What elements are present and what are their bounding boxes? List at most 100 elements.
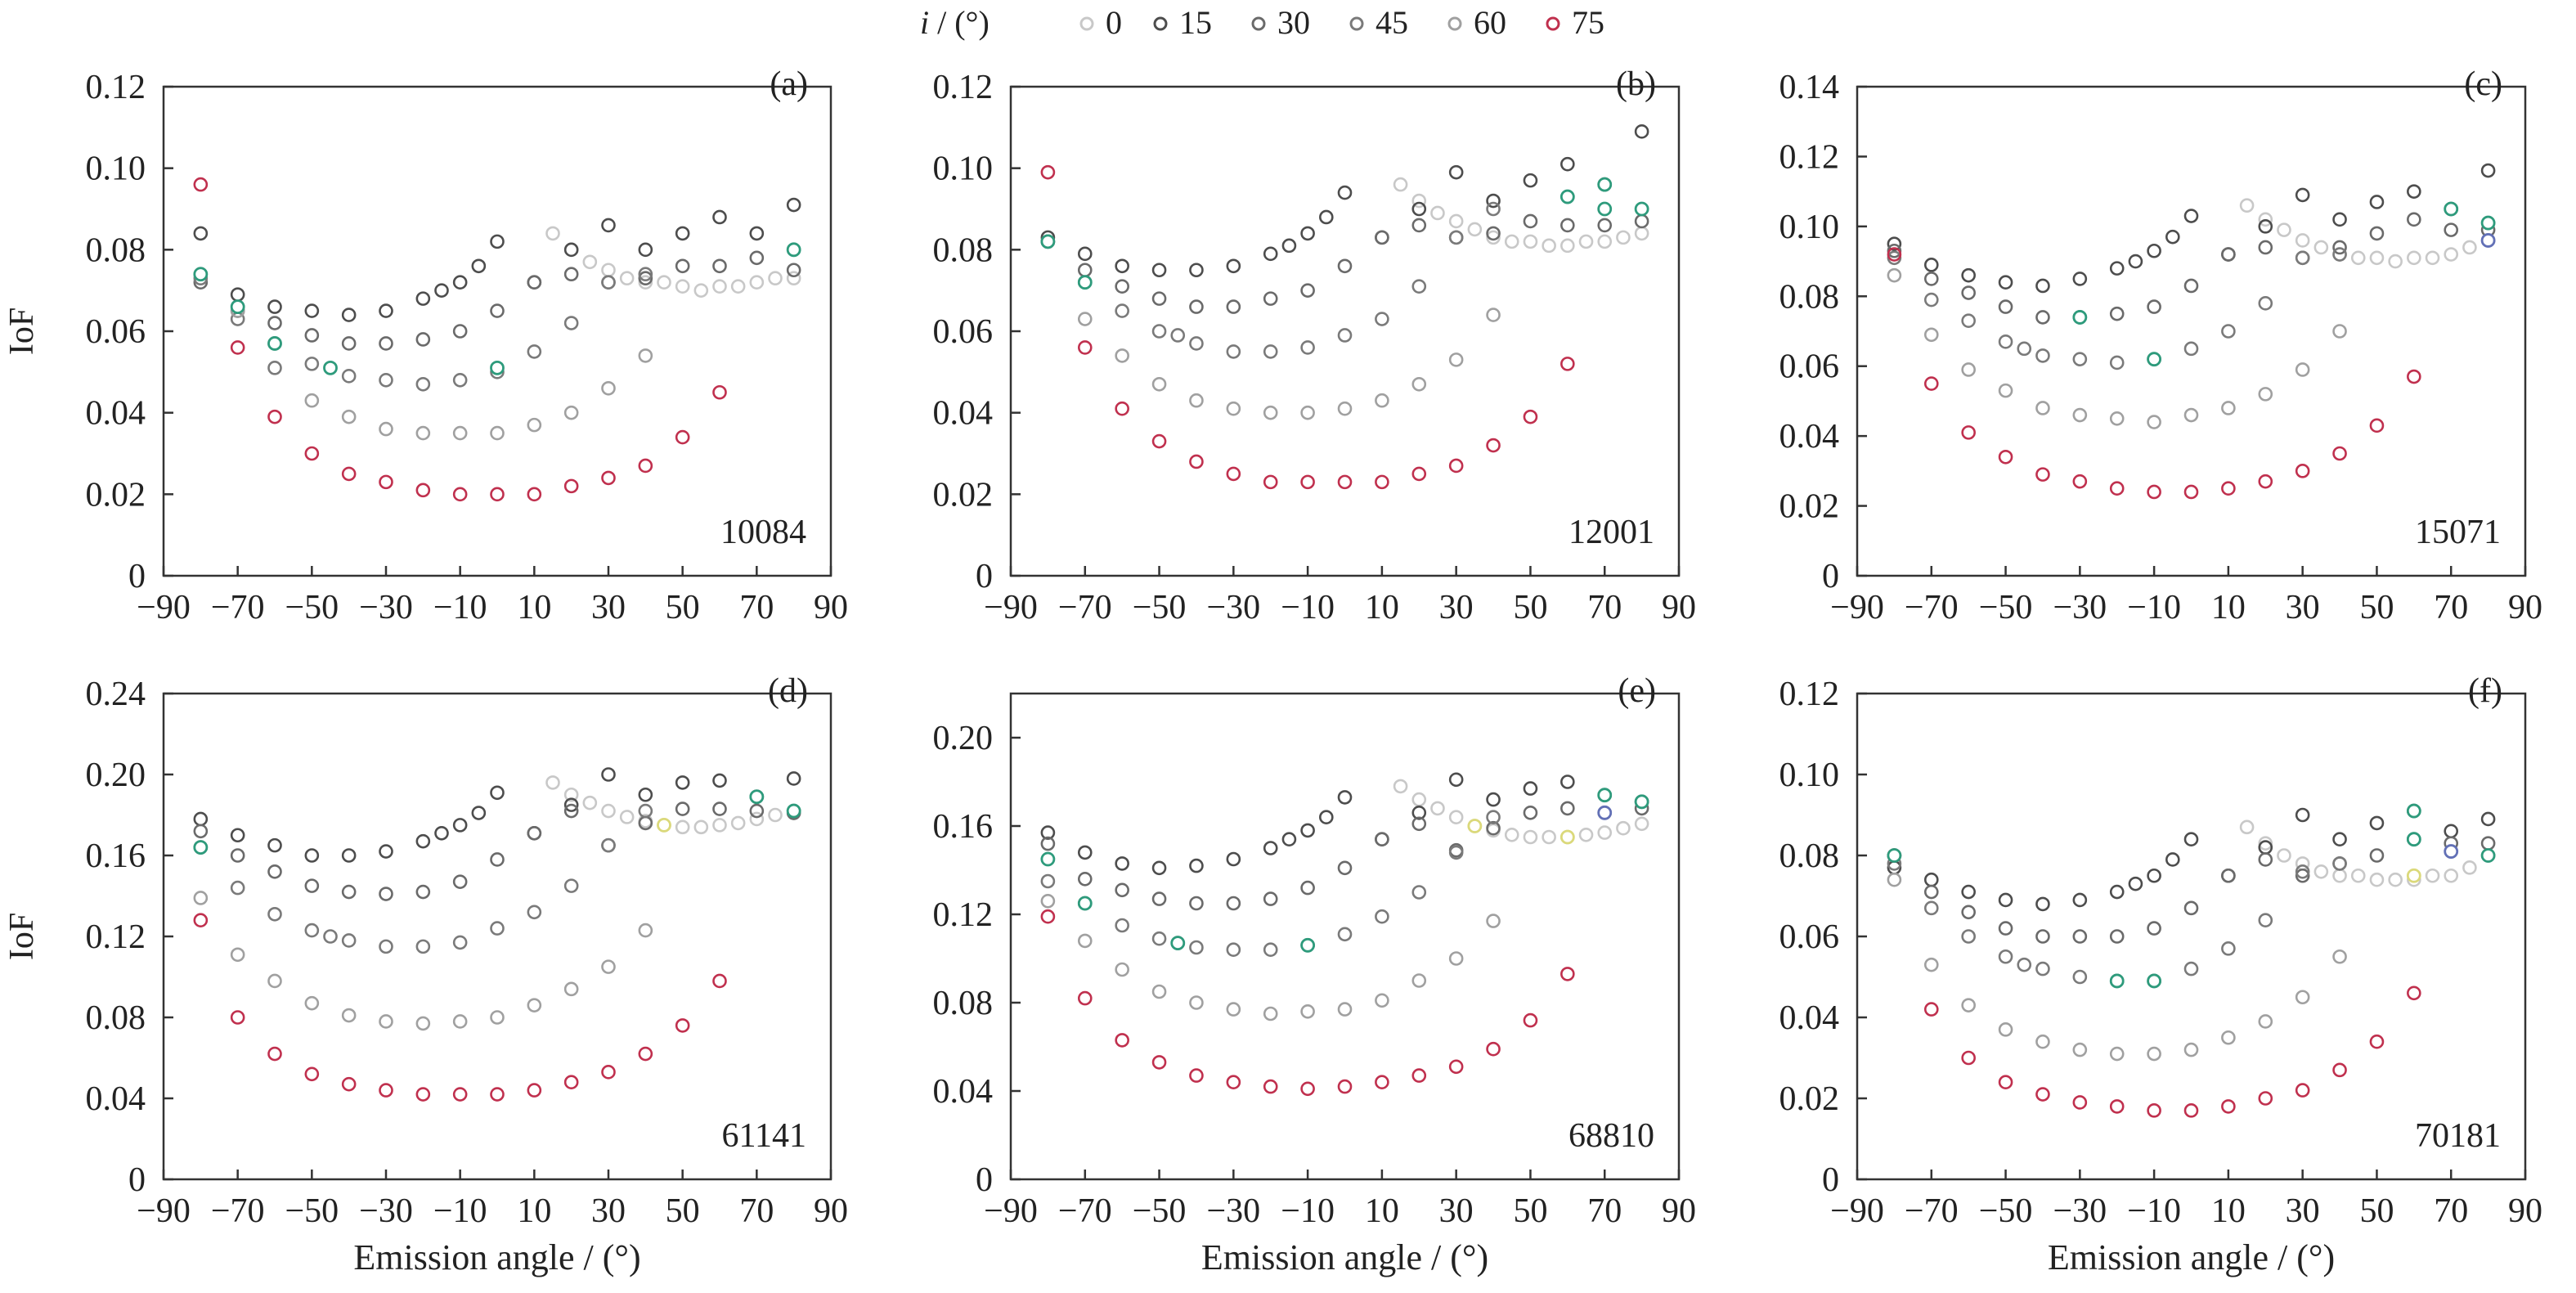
data-point <box>1151 291 1167 306</box>
highlight-point <box>1560 189 1575 204</box>
x-tick-label: 90 <box>2508 1192 2542 1230</box>
data-point <box>2295 990 2310 1005</box>
y-tick-label: 0.20 <box>933 720 994 757</box>
data-point <box>2183 1103 2199 1118</box>
data-point <box>2369 418 2385 433</box>
data-point <box>415 1016 431 1031</box>
data-point <box>2407 985 2421 1001</box>
x-tick-label: 70 <box>739 589 774 626</box>
data-point <box>2258 1091 2273 1106</box>
data-point <box>490 1087 505 1102</box>
data-point <box>452 935 468 950</box>
data-point <box>2147 299 2161 314</box>
data-point <box>2277 848 2291 863</box>
data-point <box>1281 238 1297 254</box>
data-point <box>1448 164 1464 180</box>
data-point <box>601 767 616 782</box>
x-tick-label: 90 <box>1662 1192 1696 1230</box>
y-tick-label: 0.06 <box>933 313 994 351</box>
data-point <box>193 913 209 927</box>
data-point <box>1375 312 1389 326</box>
data-point <box>2332 324 2347 339</box>
x-tick-label: 70 <box>739 1192 774 1230</box>
data-point <box>2183 832 2199 846</box>
data-point <box>415 939 431 954</box>
data-point <box>1189 995 1204 1010</box>
data-point <box>379 474 393 490</box>
data-point <box>267 316 282 330</box>
y-tick-label: 0.04 <box>933 395 994 433</box>
data-point <box>2147 1046 2161 1062</box>
data-point <box>1077 933 1093 949</box>
data-point <box>2035 896 2050 912</box>
data-point <box>1634 124 1649 139</box>
data-point <box>712 973 727 989</box>
y-tick-label: 0.16 <box>86 837 146 875</box>
data-point <box>1077 263 1093 278</box>
data-point <box>304 303 320 318</box>
data-point <box>545 775 560 790</box>
data-point <box>2369 815 2385 831</box>
x-tick-label: −70 <box>1058 1192 1112 1230</box>
data-point <box>2221 324 2236 339</box>
data-point <box>452 1014 468 1029</box>
x-tick-label: −70 <box>1905 589 1959 626</box>
data-point <box>2109 929 2125 944</box>
y-tick-label: 0.08 <box>86 231 146 269</box>
data-point <box>2017 957 2032 972</box>
data-point <box>415 483 431 498</box>
data-point <box>1151 860 1167 876</box>
data-point <box>1961 267 1976 283</box>
data-point <box>2183 484 2199 500</box>
data-point <box>786 197 801 213</box>
data-point <box>1115 258 1129 274</box>
data-point <box>230 947 245 963</box>
data-point <box>601 380 616 396</box>
data-point <box>712 279 727 294</box>
panel-a: 0 0.02 0.04 0.06 0.08 0.10 0.12 −90 −70 −50 −30 −10… <box>3 65 848 626</box>
data-point <box>1448 352 1464 367</box>
data-point <box>304 848 320 863</box>
data-point <box>1486 820 1501 836</box>
data-point <box>1115 882 1129 898</box>
data-point <box>1486 810 1501 825</box>
data-point <box>2295 362 2310 377</box>
data-point <box>1486 792 1501 807</box>
y-tick-label: 0.04 <box>933 1073 994 1111</box>
y-tick-label: 0.12 <box>86 918 146 956</box>
data-point <box>1411 792 1427 807</box>
x-tick-label: 50 <box>666 589 700 626</box>
highlight-point <box>193 840 209 855</box>
data-point <box>2035 1087 2050 1102</box>
x-tick-label: 50 <box>1513 589 1547 626</box>
x-tick-label: −70 <box>1058 589 1112 626</box>
data-point <box>1226 258 1241 274</box>
y-tick-label: 0.12 <box>1779 138 1840 176</box>
data-point <box>1998 275 2013 290</box>
data-point <box>341 369 357 384</box>
data-point <box>415 425 431 441</box>
highlight-point <box>2147 352 2162 367</box>
data-point <box>675 429 690 445</box>
data-point <box>675 819 690 835</box>
x-tick-label: −50 <box>1133 1192 1187 1230</box>
data-point <box>2109 481 2125 496</box>
data-point <box>1300 226 1315 241</box>
data-point <box>193 891 209 905</box>
y-tick-label: 0 <box>976 1161 993 1199</box>
plot-frame <box>1009 85 1681 577</box>
data-point <box>1504 827 1519 842</box>
data-point <box>1300 405 1315 420</box>
data-point <box>1375 909 1389 924</box>
data-point <box>1961 425 1976 440</box>
data-point <box>2369 1034 2385 1049</box>
data-point <box>490 487 505 502</box>
data-point <box>1040 164 1056 180</box>
x-tick-label: −10 <box>2127 1192 2181 1230</box>
x-tick-label: −70 <box>1905 1192 1959 1230</box>
series-i-30 <box>1040 213 1649 314</box>
data-point <box>1411 218 1427 233</box>
x-tick-label: −30 <box>1206 589 1260 626</box>
data-point <box>1375 832 1389 846</box>
data-point <box>304 995 320 1011</box>
